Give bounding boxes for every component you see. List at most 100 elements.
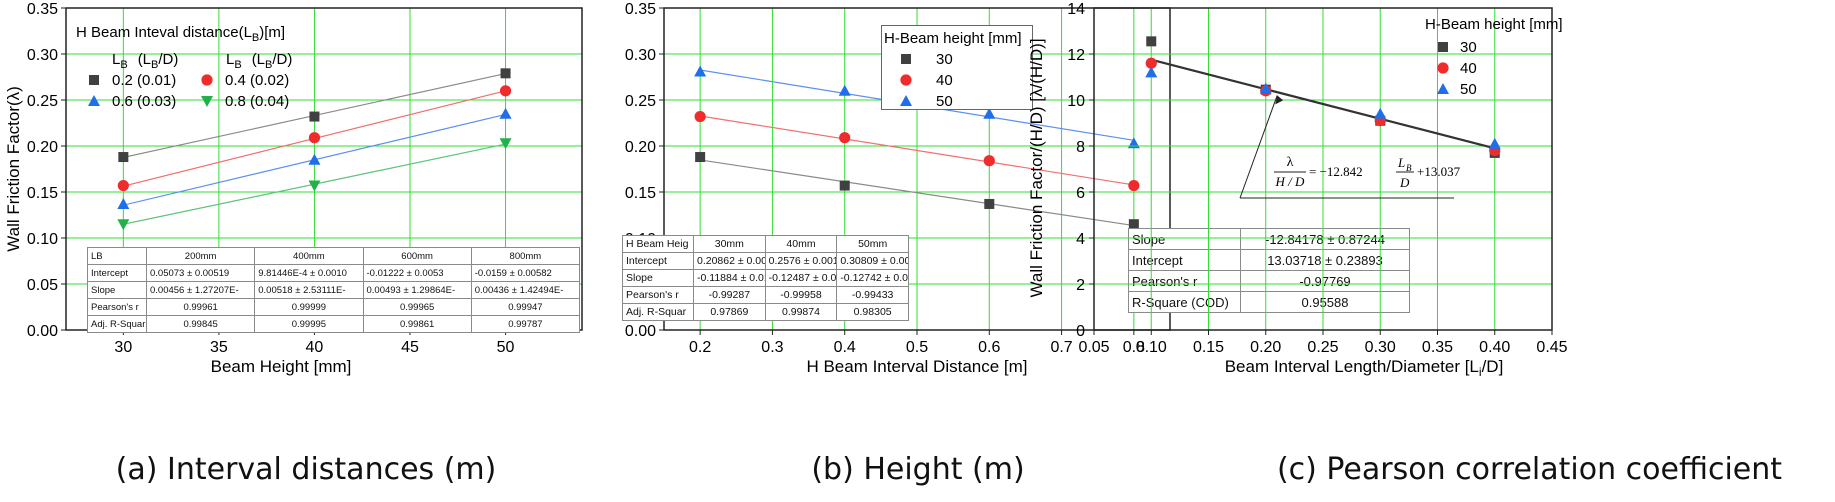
y-tick-label: 12 bbox=[1067, 47, 1085, 64]
table-row: R-Square (COD) 0.95588 bbox=[1128, 291, 1410, 313]
fit-line bbox=[700, 159, 1134, 227]
table-cell: 0.97869 bbox=[693, 303, 766, 321]
table-row: Intercept 0.05073 ± 0.00519 9.81446E-4 ±… bbox=[87, 264, 581, 282]
eq-lhs-num: λ bbox=[1287, 155, 1294, 170]
y-tick-label: 4 bbox=[1076, 231, 1085, 248]
table-cell: 0.20862 ± 0.0055 bbox=[693, 252, 766, 270]
y-tick-label: 0.30 bbox=[625, 47, 656, 64]
data-point bbox=[1145, 66, 1158, 78]
table-cell: -0.99958 bbox=[764, 286, 838, 304]
table-cell: Intercept bbox=[1128, 249, 1241, 271]
x-tick-label: 0.45 bbox=[1536, 339, 1567, 356]
x-tick-label: 0.6 bbox=[978, 339, 1000, 356]
table-cell: 0.30809 ± 0.0052 bbox=[836, 252, 909, 270]
chart-c-frame bbox=[1093, 7, 1553, 331]
chart-b-points bbox=[694, 65, 1140, 230]
x-tick-label: 45 bbox=[401, 339, 419, 356]
table-cell: 0.99995 bbox=[254, 315, 364, 333]
table-header-cell: 40mm bbox=[764, 235, 838, 253]
table-cell: -0.01222 ± 0.0053 bbox=[362, 264, 472, 282]
table-header-cell: 600mm bbox=[362, 247, 472, 265]
legend-marker bbox=[901, 54, 911, 64]
data-point bbox=[309, 111, 320, 122]
y-tick-label: 0.35 bbox=[27, 1, 58, 18]
caption-a: (a) Interval distances (m) bbox=[115, 452, 497, 487]
data-point bbox=[1374, 107, 1387, 119]
table-cell: Adj. R-Squar bbox=[622, 303, 694, 321]
x-tick-label: 35 bbox=[210, 339, 228, 356]
table-row: Adj. R-Squar 0.97869 0.99874 0.98305 bbox=[622, 303, 909, 321]
data-point bbox=[308, 153, 321, 165]
legend-label: 50 bbox=[936, 93, 953, 110]
caption-c: (c) Pearson correlation coefficient bbox=[1276, 452, 1783, 487]
legend-b-title: H-Beam height [mm] bbox=[884, 30, 1022, 47]
data-point bbox=[694, 65, 707, 77]
x-tick-label: 40 bbox=[306, 339, 324, 356]
y-tick-label: 0.05 bbox=[27, 277, 58, 294]
table-cell: -0.0159 ± 0.00582 bbox=[470, 264, 581, 282]
table-cell: Adj. R-Squar bbox=[87, 315, 147, 333]
table-cell: Slope bbox=[622, 269, 694, 287]
data-point bbox=[308, 132, 321, 144]
table-header-cell: 50mm bbox=[836, 235, 909, 253]
legend-label: 30 bbox=[1460, 39, 1477, 56]
table-cell: 0.99999 bbox=[254, 298, 364, 316]
data-point bbox=[839, 132, 851, 144]
table-cell: 0.99787 bbox=[470, 315, 581, 333]
table-cell: 0.00456 ± 1.27207E- bbox=[145, 281, 256, 299]
chart-c-ticks-layer: 0.05 0.10 0.15 0.20 0.25 0.30 0.35 0.40 0.45 0 2 4 6… bbox=[1067, 1, 1567, 356]
table-cell: Intercept bbox=[87, 264, 147, 282]
data-point bbox=[117, 179, 129, 192]
table-cell: 0.95588 bbox=[1240, 291, 1410, 313]
data-point bbox=[1127, 137, 1140, 149]
legend-label: 30 bbox=[936, 51, 953, 68]
x-tick-label: 0.3 bbox=[761, 339, 783, 356]
y-tick-label: 0.00 bbox=[27, 323, 58, 340]
table-cell: 0.00518 ± 2.53111E- bbox=[254, 281, 364, 299]
data-point bbox=[499, 85, 512, 97]
legend-label: 50 bbox=[1460, 81, 1477, 98]
x-tick-label: 50 bbox=[497, 339, 515, 356]
table-cell: 0.99874 bbox=[764, 303, 838, 321]
table-header-cell: 200mm bbox=[145, 247, 256, 265]
x-tick-label: 0.4 bbox=[834, 339, 856, 356]
y-tick-label: 0.35 bbox=[625, 1, 656, 18]
caption-b: (b) Height (m) bbox=[811, 452, 1025, 487]
data-point bbox=[499, 107, 512, 119]
fit-line bbox=[1150, 58, 1496, 150]
y-tick-label: 0.15 bbox=[27, 185, 58, 202]
chart-c: Beam Interval Length/Diameter [Li/D] bbox=[1225, 357, 1504, 379]
legend-a-header-right: LB (LB/D) bbox=[226, 51, 292, 71]
x-tick-label: 0.20 bbox=[1250, 339, 1281, 356]
table-cell: Intercept bbox=[622, 252, 694, 270]
x-tick-label: 0.8 bbox=[1123, 339, 1145, 356]
fit-table-a: LB 200mm 400mm 600mm 800mm Intercept 0.0… bbox=[87, 247, 581, 333]
y-tick-label: 0.30 bbox=[27, 47, 58, 64]
data-point bbox=[118, 152, 129, 163]
table-header-cell: 400mm bbox=[254, 247, 364, 265]
table-cell: Pearson's r bbox=[87, 298, 147, 316]
legend-label: 0.2 (0.01) bbox=[112, 72, 176, 89]
y-tick-label: 0.25 bbox=[625, 93, 656, 110]
legend-marker bbox=[1437, 62, 1449, 74]
legend-a-title: H Beam Inteval distance(LB)[m] bbox=[76, 24, 285, 44]
x-tick-label: 0.25 bbox=[1307, 339, 1338, 356]
y-tick-label: 0.20 bbox=[625, 139, 656, 156]
table-row: Slope 0.00456 ± 1.27207E- 0.00518 ± 2.53… bbox=[87, 281, 581, 299]
equation-annotation: λ H / D= −12.842 L BD +13.037 bbox=[1239, 95, 1461, 199]
legend-label: 0.8 (0.04) bbox=[225, 93, 289, 110]
fit-table-b: H Beam Heig 30mm 40mm 50mm Intercept 0.2… bbox=[622, 235, 909, 321]
table-cell: -0.12742 ± 0.0096 bbox=[836, 269, 909, 287]
table-cell: -0.99433 bbox=[836, 286, 909, 304]
table-header-row: LB 200mm 400mm 600mm 800mm bbox=[87, 247, 581, 265]
legend-label: 0.4 (0.02) bbox=[225, 72, 289, 89]
chart-b-legend: H-Beam height [mm] 30 40 50 bbox=[884, 30, 1022, 110]
data-point bbox=[695, 152, 706, 163]
data-point bbox=[1128, 179, 1140, 192]
legend-marker bbox=[900, 95, 912, 106]
table-row: Pearson's r 0.99961 0.99999 0.99965 0.99… bbox=[87, 298, 581, 316]
data-point bbox=[1146, 36, 1157, 47]
legend-label: 40 bbox=[1460, 60, 1477, 77]
y-tick-label: 0.00 bbox=[625, 323, 656, 340]
y-tick-label: 0.25 bbox=[27, 93, 58, 110]
